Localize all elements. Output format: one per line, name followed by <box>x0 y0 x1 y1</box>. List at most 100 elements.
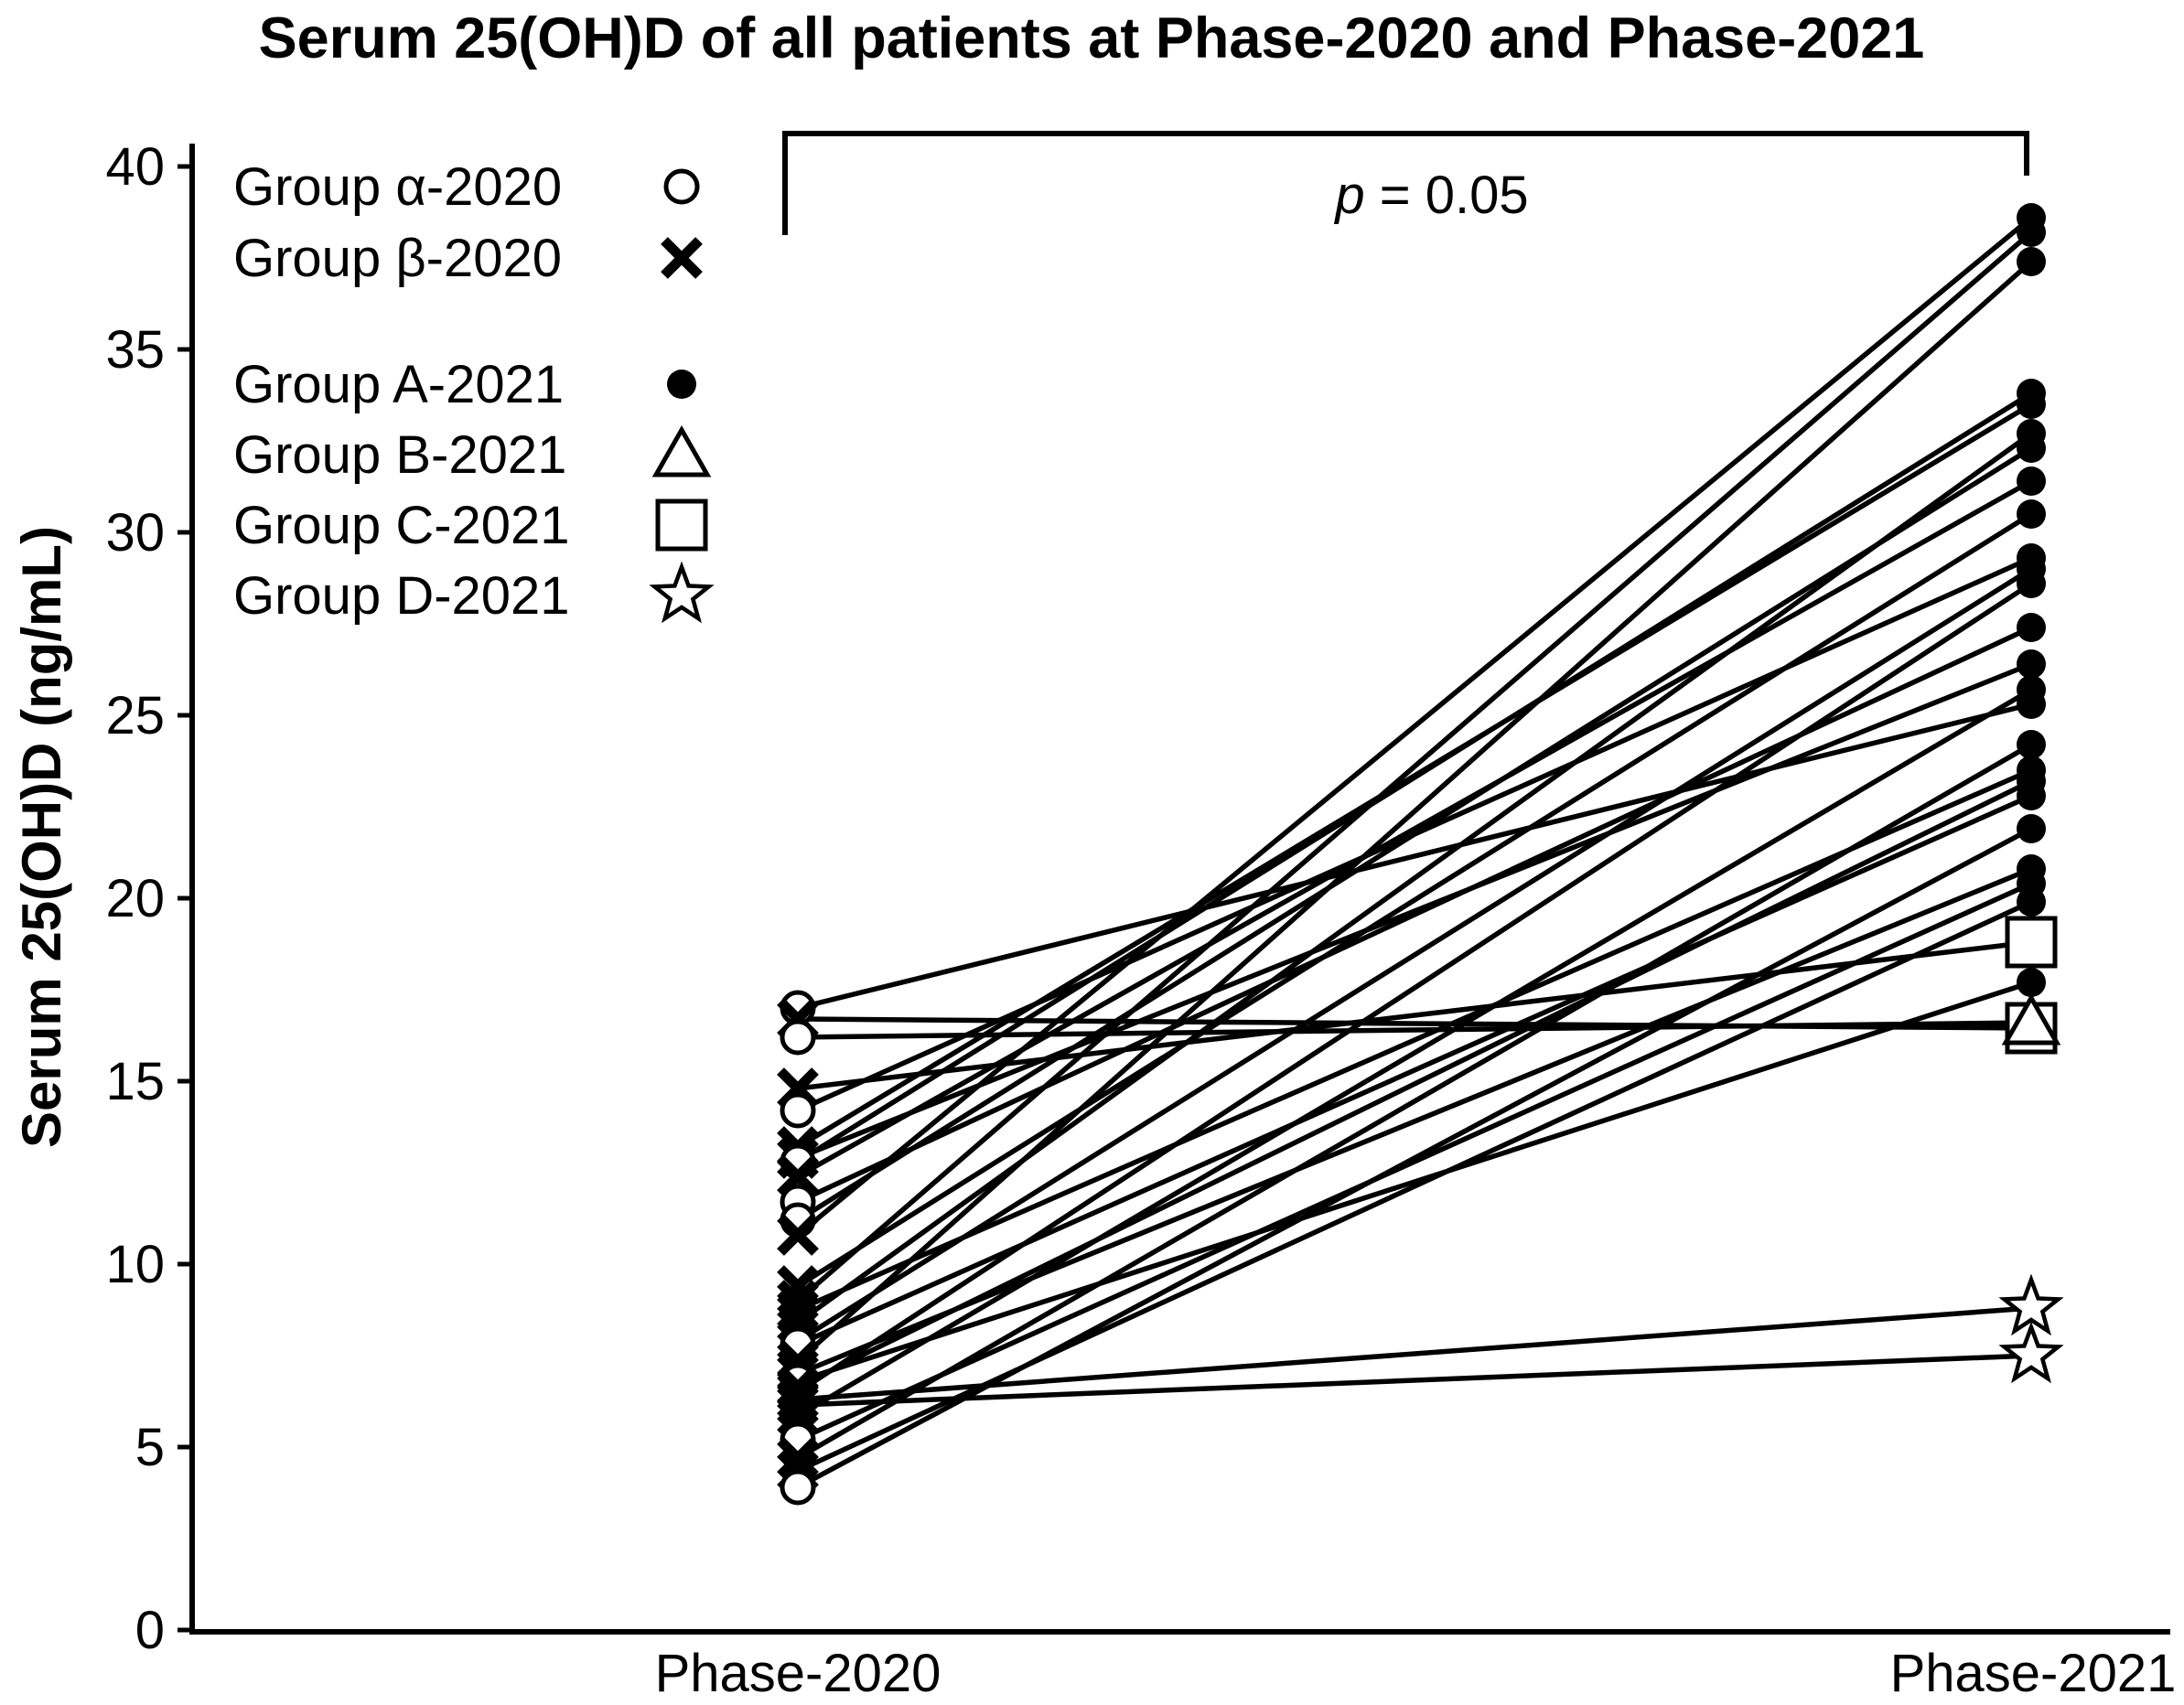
filled-circle-shape <box>2017 887 2046 917</box>
marker-x <box>777 1155 819 1197</box>
x-shape <box>777 1289 819 1331</box>
patient-line <box>796 778 2033 1389</box>
filled-circle-shape <box>2017 649 2046 679</box>
p-value-label: p = 0.05 <box>1333 166 1528 225</box>
filled-circle-shape <box>2017 767 2046 796</box>
open-triangle-shape <box>651 424 712 477</box>
marker-open-circle <box>780 1092 816 1129</box>
marker-x <box>777 1384 819 1426</box>
filled-circle-shape <box>2017 379 2046 408</box>
p-symbol: p <box>1333 166 1364 225</box>
legend-label-beta-2020: Group β-2020 <box>233 229 562 288</box>
open-square-shape <box>655 499 708 552</box>
filled-circle-shape <box>2017 419 2046 448</box>
patient-line <box>797 702 2032 1011</box>
x-label-phase-2021: Phase-2021 <box>1890 1644 2177 1703</box>
marker-open-star <box>1998 1273 2064 1336</box>
marker-open-triangle <box>651 424 712 477</box>
patient-line <box>796 259 2033 1364</box>
filled-circle-shape <box>667 370 696 399</box>
patient-line <box>796 866 2033 1377</box>
patient-line <box>796 661 2033 1161</box>
patient-line <box>796 230 2033 1303</box>
patient-line <box>796 566 2033 1344</box>
legend: Group α-2020 Group β-2020 Group A-2021 G… <box>233 157 715 626</box>
filled-circle-shape <box>2017 613 2046 642</box>
patient-line <box>797 1305 2032 1402</box>
marker-filled-circle <box>2017 218 2046 247</box>
legend-filled-circle-icon <box>667 370 696 399</box>
chart-title: Serum 25(OH)D of all patients at Phase-2… <box>259 6 1925 70</box>
patient-line <box>797 980 2032 1384</box>
filled-circle-shape <box>2017 569 2046 598</box>
filled-circle-shape <box>2017 499 2046 529</box>
patient-line <box>796 687 2033 1419</box>
y-axis-title: Serum 25(OH)D (ng/mL) <box>11 526 72 1148</box>
open-square-shape <box>2005 916 2058 969</box>
legend-label-c-2021: Group C-2021 <box>233 496 570 555</box>
legend-x-icon <box>661 237 703 279</box>
filled-circle-shape <box>2017 675 2046 704</box>
patient-line <box>796 793 2033 1347</box>
marker-filled-circle <box>2017 814 2046 843</box>
patient-line <box>796 742 2033 1461</box>
open-circle-shape <box>663 168 700 205</box>
legend-triangle-icon <box>651 424 712 477</box>
patient-line <box>796 625 2033 1205</box>
patient-line <box>796 391 2033 1164</box>
marker-x <box>777 1437 819 1479</box>
marker-filled-circle <box>2017 767 2046 796</box>
y-tick-label: 5 <box>135 1418 165 1477</box>
filled-circle-shape <box>2017 466 2046 496</box>
x-shape <box>777 1437 819 1479</box>
filled-circle-shape <box>2017 247 2046 276</box>
marker-filled-circle <box>2017 649 2046 679</box>
patient-line <box>796 881 2033 1442</box>
y-tick-label: 15 <box>105 1052 165 1111</box>
y-tick-label: 0 <box>135 1601 165 1660</box>
marker-open-star <box>649 561 715 624</box>
marker-open-circle <box>780 1019 816 1056</box>
marker-filled-circle <box>2017 247 2046 276</box>
patient-lines-layer <box>796 215 2033 1490</box>
open-star-shape <box>649 561 715 624</box>
y-tick-label: 30 <box>105 503 165 563</box>
y-tick-marks <box>178 164 192 1633</box>
patient-line <box>796 445 2033 1223</box>
marker-open-circle <box>780 1469 816 1506</box>
legend-label-d-2021: Group D-2021 <box>233 566 570 626</box>
open-star-shape <box>1998 1321 2064 1384</box>
y-tick-label: 20 <box>105 869 165 928</box>
patient-line <box>796 215 2033 1238</box>
marker-open-star <box>1998 1321 2064 1384</box>
legend-star-icon <box>649 561 715 624</box>
x-shape <box>777 1155 819 1197</box>
marker-filled-circle <box>2017 613 2046 642</box>
filled-circle-shape <box>2017 814 2046 843</box>
patient-line <box>796 511 2033 1289</box>
marker-filled-circle <box>2017 499 2046 529</box>
x-shape <box>777 1214 819 1256</box>
open-circle-shape <box>780 1019 816 1056</box>
x-label-phase-2020: Phase-2020 <box>655 1644 941 1703</box>
open-star-shape <box>1998 1273 2064 1336</box>
legend-square-icon <box>655 499 708 552</box>
marker-filled-circle <box>667 370 696 399</box>
marker-filled-circle <box>2017 675 2046 704</box>
patient-line <box>797 1353 2032 1408</box>
marker-x <box>777 1214 819 1256</box>
patient-line <box>796 581 2033 1395</box>
marker-open-square <box>2005 916 2058 969</box>
open-circle-shape <box>780 1469 816 1506</box>
legend-label-a-2021: Group A-2021 <box>233 355 564 414</box>
marker-filled-circle <box>2017 968 2046 997</box>
open-circle-shape <box>780 1092 816 1129</box>
legend-label-alpha-2020: Group α-2020 <box>233 157 562 217</box>
patient-line <box>796 826 2033 1490</box>
marker-x <box>661 237 703 279</box>
p-value-text: = 0.05 <box>1365 166 1529 225</box>
marker-filled-circle <box>2017 887 2046 917</box>
marker-x <box>777 1289 819 1331</box>
